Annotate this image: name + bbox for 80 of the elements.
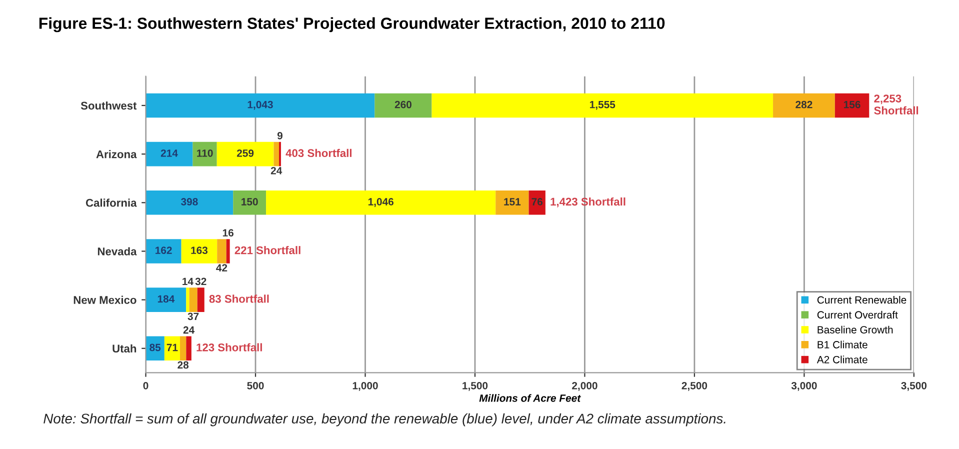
x-axis-title: Millions of Acre Feet <box>479 394 581 402</box>
bar <box>181 239 218 264</box>
bar <box>496 190 529 215</box>
data-label: 162 <box>156 246 172 254</box>
chart-title: Figure ES-1: Southwestern States' Projected Groundwater Extraction, 2010 to 2110 <box>39 17 665 32</box>
y-tick-label: Arizona <box>96 150 137 158</box>
bar <box>528 190 546 215</box>
data-label: 16 <box>222 229 234 237</box>
x-tick-label: 0 <box>143 382 148 390</box>
y-tick-label: New Mexico <box>74 296 136 304</box>
data-label: 151 <box>504 198 521 206</box>
data-label: 71 <box>166 344 178 352</box>
data-label: 1,555 <box>590 101 616 110</box>
legend-label: B1 Climate <box>818 340 868 348</box>
x-tick-label: 3,000 <box>791 382 817 391</box>
legend-label: Baseline Growth <box>818 326 893 334</box>
data-label: 76 <box>532 198 543 206</box>
y-tick-label: Utah <box>112 344 136 353</box>
bar <box>197 288 204 312</box>
bar <box>146 239 182 264</box>
data-label: 398 <box>180 198 198 206</box>
y-tick-label: Nevada <box>98 247 137 256</box>
data-label: 1,043 <box>248 100 273 110</box>
bar <box>216 142 274 166</box>
bar <box>146 142 193 166</box>
bar <box>180 336 186 361</box>
annotation: 83 Shortfall <box>209 294 269 303</box>
y-tick-label: Southwest <box>80 101 137 110</box>
data-label: 1,046 <box>368 198 394 207</box>
bar <box>374 93 432 118</box>
bar <box>233 190 266 215</box>
text: Note: Shortfall = sum of all groundwater use, beyond the renewable (blue) level, under A2 climate assumptions. <box>44 413 726 426</box>
legend-label: A2 Climate <box>816 356 868 364</box>
data-label: 42 <box>216 264 228 272</box>
x-tick-label: 2,500 <box>682 382 708 391</box>
annotation: 2,253 Shortfall <box>874 94 918 114</box>
bar <box>146 93 375 118</box>
data-label: 282 <box>796 100 812 108</box>
data-label: 28 <box>178 361 189 369</box>
x-tick-label: 1,500 <box>462 382 488 391</box>
bar <box>146 288 186 312</box>
data-label: 260 <box>394 100 412 108</box>
bar <box>189 288 198 312</box>
bar <box>773 93 835 118</box>
legend-label: Current Overdraft <box>817 310 898 319</box>
annotation: 403 Shortfall <box>286 148 352 158</box>
data-label: 156 <box>844 100 860 108</box>
bar <box>146 190 234 215</box>
data-label: 24 <box>183 326 195 334</box>
bar <box>226 239 230 264</box>
bar <box>192 142 217 166</box>
data-label: 110 <box>197 149 213 157</box>
data-label: 163 <box>191 246 208 254</box>
x-tick-label: 500 <box>247 382 264 390</box>
data-label: 259 <box>236 149 254 157</box>
bar <box>217 239 226 264</box>
bar <box>186 288 190 312</box>
data-label: 214 <box>160 149 178 157</box>
data-label: 150 <box>242 198 258 206</box>
bar <box>432 93 774 118</box>
y-tick-label: California <box>86 198 137 207</box>
bar <box>186 336 192 361</box>
annotation: 123 Shortfall <box>196 343 262 352</box>
bar <box>266 190 496 215</box>
bar <box>274 142 279 166</box>
data-label: 37 <box>188 312 199 320</box>
data-label: 24 <box>270 166 282 174</box>
x-tick-label: 1,000 <box>352 382 378 391</box>
x-tick-label: 2,000 <box>572 382 598 391</box>
data-label: 9 <box>277 132 282 140</box>
data-label: 85 <box>150 344 161 352</box>
data-label: 32 <box>195 278 206 286</box>
bar <box>834 93 870 118</box>
legend-label: Current Renewable <box>817 296 906 304</box>
data-label: 14 <box>182 278 194 286</box>
annotation: 221 Shortfall <box>234 246 300 254</box>
annotation: 1,423 Shortfall <box>550 197 626 208</box>
x-tick-label: 3,500 <box>901 382 927 391</box>
bar <box>164 336 180 361</box>
data-label: 184 <box>158 295 175 303</box>
